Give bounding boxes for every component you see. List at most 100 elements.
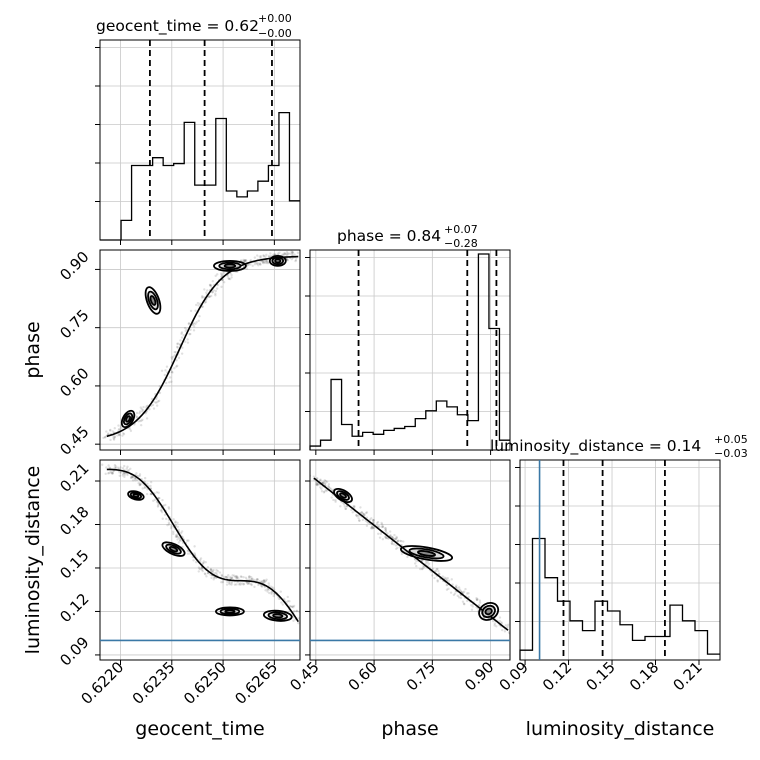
scatter-phase-vs-luminosity-distance-point (436, 579, 439, 582)
scatter-geocent-time-vs-luminosity-distance-point (242, 582, 246, 586)
scatter-geocent-time-vs-phase-point (135, 416, 138, 419)
scatter-geocent-time-vs-phase-point (212, 289, 215, 292)
scatter-phase-vs-luminosity-distance-point (331, 488, 334, 492)
scatter-phase-vs-luminosity-distance-point (324, 482, 327, 485)
scatter-geocent-time-vs-luminosity-distance-point (143, 476, 147, 480)
scatter-geocent-time-vs-luminosity-distance-point (230, 576, 234, 580)
scatter-geocent-time-vs-phase-point (209, 294, 213, 298)
scatter-phase-vs-luminosity-distance-point (394, 538, 397, 541)
scatter-geocent-time-vs-phase-point (137, 420, 140, 423)
scatter-geocent-time-vs-luminosity-distance-point (109, 470, 112, 473)
scatter-phase-vs-luminosity-distance-point (345, 505, 349, 508)
scatter-geocent-time-vs-luminosity-distance-point (125, 467, 128, 470)
scatter-geocent-time-vs-luminosity-distance-point (199, 567, 202, 571)
hist-luminosity-distance-steps (519, 537, 720, 660)
scatter-geocent-time-vs-luminosity-distance-point (126, 473, 129, 477)
scatter-phase-vs-luminosity-distance-point (393, 533, 396, 537)
scatter-phase-vs-luminosity-distance-point (390, 542, 394, 546)
scatter-phase-vs-luminosity-distance-point (380, 525, 384, 529)
scatter-phase-vs-luminosity-distance-point (430, 574, 434, 577)
scatter-phase-vs-luminosity-distance-point (471, 605, 474, 608)
scatter-phase-vs-luminosity-distance-point (320, 487, 323, 490)
scatter-phase-vs-luminosity-distance-point (358, 519, 361, 522)
scatter-geocent-time-vs-luminosity-distance-point (221, 580, 225, 584)
scatter-geocent-time-vs-phase-point (164, 369, 167, 372)
scatter-geocent-time-vs-luminosity-distance-point (293, 609, 296, 613)
scatter-geocent-time-vs-phase-point (109, 438, 112, 442)
scatter-geocent-time-vs-luminosity-distance-point (119, 466, 122, 469)
scatter-phase-vs-luminosity-distance-point (353, 505, 356, 508)
scatter-phase-vs-luminosity-distance-point (359, 506, 362, 509)
scatter-phase-vs-luminosity-distance-point (415, 560, 418, 563)
ylabel-luminosity-distance: luminosity_distance (22, 466, 44, 655)
title-geocent-time: geocent_time = 0.62 (96, 17, 259, 36)
scatter-geocent-time-vs-luminosity-distance-point (199, 557, 203, 560)
scatter-phase-vs-luminosity-distance-point (330, 496, 333, 499)
scatter-geocent-time-vs-phase-point (176, 345, 179, 348)
scatter-geocent-time-vs-luminosity-distance-point (178, 536, 181, 540)
scatter-phase-vs-luminosity-distance-contour (478, 602, 500, 621)
scatter-geocent-time-vs-phase-point (171, 371, 174, 374)
scatter-geocent-time-vs-phase-point (198, 302, 202, 305)
scatter-geocent-time-vs-phase-point (173, 366, 176, 370)
scatter-geocent-time-vs-luminosity-distance-point (247, 576, 251, 579)
scatter-geocent-time-vs-phase-point (177, 356, 181, 360)
scatter-geocent-time-vs-luminosity-distance-point (129, 467, 132, 470)
scatter-geocent-time-vs-luminosity-distance-point (161, 498, 164, 502)
scatter-geocent-time-vs-phase-point (112, 436, 115, 439)
scatter-phase-vs-luminosity-distance-point (332, 498, 335, 502)
scatter-phase-vs-luminosity-distance-point (334, 498, 337, 502)
scatter-geocent-time-vs-luminosity-distance-point (172, 518, 175, 521)
scatter-geocent-time-vs-phase-contour (223, 263, 237, 269)
ytick-label-luminosity-distance: 0.21 (56, 459, 92, 495)
scatter-phase-vs-luminosity-distance-point (437, 572, 441, 575)
scatter-geocent-time-vs-phase-point (290, 253, 294, 256)
scatter-geocent-time-vs-phase-point (263, 260, 266, 264)
scatter-geocent-time-vs-luminosity-distance-point (204, 561, 207, 564)
scatter-geocent-time-vs-luminosity-distance-point (104, 472, 107, 476)
scatter-geocent-time-vs-luminosity-distance-point (164, 503, 167, 507)
scatter-geocent-time-vs-luminosity-distance-point (270, 591, 273, 594)
scatter-phase-vs-luminosity-distance-point (372, 518, 375, 522)
scatter-geocent-time-vs-phase-point (186, 341, 190, 344)
scatter-geocent-time-vs-luminosity-distance-point (220, 573, 223, 577)
scatter-geocent-time-vs-luminosity-distance-point (239, 582, 242, 585)
scatter-geocent-time-vs-phase-point (139, 419, 142, 423)
scatter-phase-vs-luminosity-distance-point (316, 477, 319, 480)
scatter-geocent-time-vs-luminosity-distance-point (235, 575, 238, 578)
scatter-geocent-time-vs-phase-point (176, 346, 179, 349)
scatter-geocent-time-vs-luminosity-distance-inner (101, 463, 300, 625)
scatter-geocent-time-vs-phase-point (122, 432, 126, 436)
scatter-geocent-time-vs-phase-point (203, 301, 207, 304)
panels: 0.6220 0.6235 0.6250 0.6265 0.45 0.60 0.75 0.90… (56, 39, 721, 708)
scatter-phase-vs-luminosity-distance-point (316, 483, 319, 487)
scatter-geocent-time-vs-phase-point (244, 258, 248, 262)
scatter-geocent-time-vs-luminosity-distance-point (249, 578, 253, 581)
scatter-phase-vs-luminosity-distance-point (315, 483, 318, 487)
scatter-geocent-time-vs-luminosity-distance-point (263, 580, 267, 584)
scatter-phase-vs-luminosity-distance-point (362, 512, 366, 516)
scatter-geocent-time-vs-phase-point (116, 434, 119, 437)
scatter-geocent-time-vs-phase-point (138, 412, 141, 415)
scatter-phase-vs-luminosity-distance-point (456, 587, 459, 590)
scatter-geocent-time-vs-luminosity-distance-point (267, 584, 271, 587)
scatter-phase-vs-luminosity-distance-point (364, 511, 368, 515)
scatter-geocent-time-vs-luminosity-distance-point (113, 463, 117, 467)
scatter-geocent-time-vs-luminosity-distance-point (262, 581, 265, 585)
scatter-geocent-time-vs-luminosity-distance-point (174, 520, 177, 523)
scatter-geocent-time-vs-phase-point (174, 351, 177, 354)
scatter-geocent-time-vs-luminosity-distance-point (211, 569, 214, 572)
scatter-phase-vs-luminosity-distance-point (463, 603, 466, 606)
scatter-geocent-time-vs-phase-point (221, 278, 224, 282)
scatter-geocent-time-vs-phase-point (168, 376, 172, 379)
scatter-geocent-time-vs-luminosity-distance-point (257, 583, 260, 587)
scatter-geocent-time-vs-phase-point (121, 434, 124, 437)
scatter-phase-vs-luminosity-distance-point (459, 596, 463, 600)
scatter-geocent-time-vs-phase-point (220, 285, 223, 289)
scatter-geocent-time-vs-phase-point (150, 397, 154, 401)
scatter-geocent-time-vs-phase-point (104, 435, 107, 439)
xlabel-geocent-time: geocent_time (135, 718, 264, 740)
scatter-geocent-time-vs-luminosity-distance-point (277, 597, 281, 600)
scatter-geocent-time-vs-phase-point (201, 295, 204, 298)
ytick-label-phase: 0.45 (56, 422, 92, 458)
